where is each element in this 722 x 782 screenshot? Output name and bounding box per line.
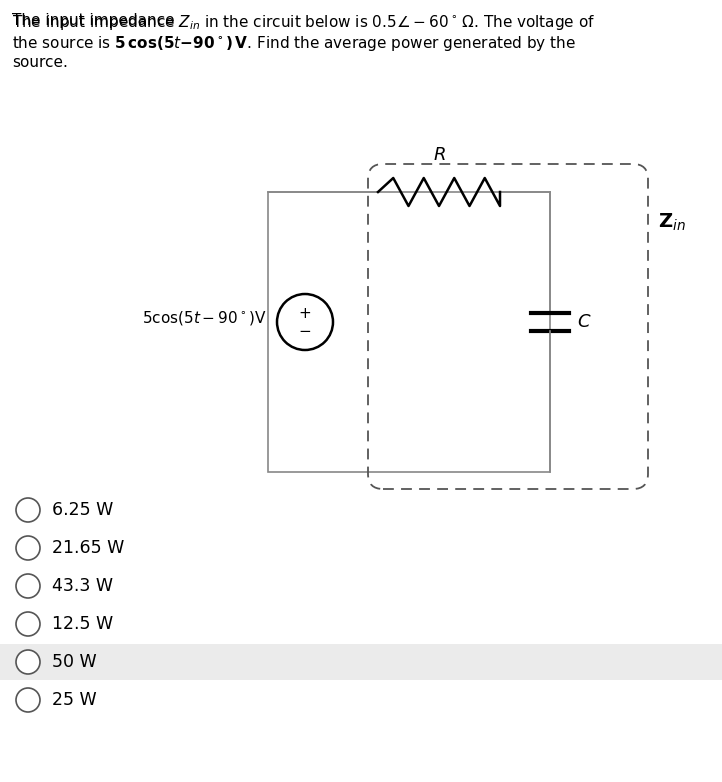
- Text: source.: source.: [12, 55, 68, 70]
- Text: the source is $\mathbf{5}\,\mathbf{cos(5}t\mathbf{-90^\circ)}\,\mathbf{V}$. Find: the source is $\mathbf{5}\,\mathbf{cos(5…: [12, 34, 576, 53]
- Circle shape: [16, 650, 40, 674]
- Circle shape: [277, 294, 333, 350]
- Text: 21.65 W: 21.65 W: [52, 539, 124, 557]
- Bar: [268, 192, 550, 472]
- Circle shape: [16, 688, 40, 712]
- Bar: [0, 644, 722, 680]
- Text: The input impedance: The input impedance: [12, 13, 180, 28]
- Text: 6.25 W: 6.25 W: [52, 501, 113, 519]
- Circle shape: [16, 536, 40, 560]
- Text: The input impedance $Z_{in}$ in the circuit below is $\mathsf{0.5\angle-60^\circ: The input impedance $Z_{in}$ in the circ…: [12, 13, 595, 32]
- Circle shape: [16, 498, 40, 522]
- Text: +: +: [299, 307, 311, 321]
- Text: $R$: $R$: [432, 146, 445, 164]
- Circle shape: [16, 574, 40, 598]
- Circle shape: [16, 612, 40, 636]
- Text: $\mathbf{Z}_{in}$: $\mathbf{Z}_{in}$: [658, 211, 686, 233]
- Text: 43.3 W: 43.3 W: [52, 577, 113, 595]
- Text: 25 W: 25 W: [52, 691, 97, 709]
- Text: 12.5 W: 12.5 W: [52, 615, 113, 633]
- Text: $C$: $C$: [577, 313, 591, 331]
- Text: −: −: [299, 324, 311, 339]
- Text: $5\mathrm{cos}(5t - 90^\circ)\mathrm{V}$: $5\mathrm{cos}(5t - 90^\circ)\mathrm{V}$: [142, 309, 267, 327]
- Text: 50 W: 50 W: [52, 653, 97, 671]
